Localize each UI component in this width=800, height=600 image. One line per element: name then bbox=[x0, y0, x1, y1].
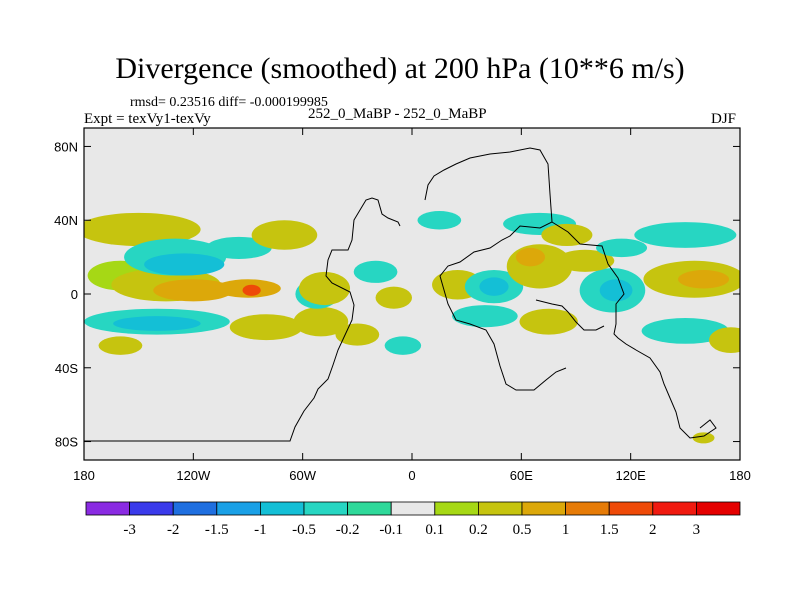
colorbar-swatch-11 bbox=[565, 501, 610, 516]
colorbar-swatch-12 bbox=[608, 501, 654, 516]
colorbar-swatch-10 bbox=[521, 501, 566, 516]
y-tick-label-0: 80N bbox=[54, 139, 78, 154]
colorbar-swatch-13 bbox=[652, 501, 697, 516]
colorbar-label-12: 2 bbox=[649, 522, 657, 538]
anomaly-region-8 bbox=[206, 236, 272, 259]
colorbar-swatch-5 bbox=[303, 501, 348, 516]
colorbar-label-3: -1 bbox=[254, 522, 267, 538]
anomaly-region-2 bbox=[153, 279, 234, 302]
colorbar-label-2: -1.5 bbox=[205, 522, 229, 538]
anomaly-region-22 bbox=[417, 211, 462, 230]
anomaly-region-33 bbox=[555, 249, 615, 272]
anomaly-region-17 bbox=[299, 271, 351, 306]
island-coastline bbox=[535, 299, 605, 331]
anomaly-region-5 bbox=[84, 212, 201, 247]
colorbar-swatch-14 bbox=[696, 501, 741, 516]
colorbar-label-4: -0.5 bbox=[292, 522, 316, 538]
y-tick-label-1: 40N bbox=[54, 213, 78, 228]
anomaly-region-30 bbox=[519, 308, 578, 335]
anomaly-region-35 bbox=[541, 223, 593, 247]
x-tick-label-5: 120E bbox=[615, 468, 646, 483]
colorbar-swatch-4 bbox=[259, 501, 305, 516]
colorbar-swatch-8 bbox=[434, 501, 479, 516]
season-label: DJF bbox=[711, 111, 737, 127]
colorbar-label-8: 0.2 bbox=[469, 522, 488, 538]
anomaly-region-14 bbox=[293, 306, 349, 337]
americas-coastline bbox=[84, 197, 401, 442]
anomaly-region-11 bbox=[113, 316, 201, 331]
colorbar-label-10: 1 bbox=[562, 522, 570, 538]
x-tick-label-1: 120W bbox=[176, 468, 211, 483]
colorbar-swatch-7 bbox=[390, 501, 436, 516]
anomaly-region-39 bbox=[641, 317, 730, 344]
colorbar-swatch-3 bbox=[216, 501, 261, 516]
y-tick-label-4: 80S bbox=[55, 435, 78, 450]
anomaly-region-26 bbox=[452, 305, 518, 328]
anomaly-region-18 bbox=[353, 260, 398, 283]
anomaly-region-40 bbox=[709, 327, 740, 354]
colorbar-swatch-9 bbox=[477, 501, 523, 516]
asia-coastline bbox=[551, 221, 717, 439]
x-tick-label-6: 180 bbox=[729, 468, 751, 483]
colorbar-swatch-0 bbox=[85, 501, 130, 516]
y-tick-label-2: 0 bbox=[71, 287, 78, 302]
africa-europe-coastline bbox=[424, 147, 567, 391]
chart-title: Divergence (smoothed) at 200 hPa (10**6 … bbox=[115, 52, 685, 85]
anomaly-region-13 bbox=[229, 314, 303, 341]
anomaly-region-34 bbox=[596, 238, 648, 258]
x-tick-label-0: 180 bbox=[73, 468, 95, 483]
anomaly-region-19 bbox=[375, 286, 412, 309]
colorbar-label-7: 0.1 bbox=[425, 522, 444, 538]
colorbar-label-9: 0.5 bbox=[513, 522, 532, 538]
anomaly-region-36 bbox=[634, 222, 737, 248]
colorbar-label-13: 3 bbox=[693, 522, 701, 538]
x-tick-label-4: 60E bbox=[510, 468, 533, 483]
colorbar-label-1: -2 bbox=[167, 522, 180, 538]
colorbar-swatch-2 bbox=[172, 501, 218, 516]
anomaly-region-7 bbox=[144, 253, 225, 276]
anomaly-region-9 bbox=[251, 220, 318, 250]
anomaly-region-41 bbox=[692, 432, 715, 444]
colorbar-label-0: -3 bbox=[123, 522, 136, 538]
anomaly-region-25 bbox=[479, 277, 509, 296]
anomaly-region-4 bbox=[242, 284, 261, 296]
colorbar-swatch-1 bbox=[129, 501, 174, 516]
experiment-label: Expt = texVy1-texVy bbox=[84, 111, 211, 127]
colorbar-label-5: -0.2 bbox=[336, 522, 360, 538]
anomaly-region-32 bbox=[599, 279, 633, 302]
x-tick-label-2: 60W bbox=[289, 468, 316, 483]
anomaly-region-21 bbox=[384, 336, 422, 355]
colorbar-label-6: -0.1 bbox=[379, 522, 403, 538]
y-tick-label-3: 40S bbox=[55, 361, 78, 376]
stats-line: rmsd= 0.23516 diff= -0.000199985 bbox=[130, 95, 328, 110]
anomaly-region-12 bbox=[98, 336, 143, 355]
anomaly-region-20 bbox=[335, 323, 380, 346]
colorbar-swatch-6 bbox=[347, 501, 392, 516]
x-tick-label-3: 0 bbox=[408, 468, 415, 483]
colorbar-label-11: 1.5 bbox=[600, 522, 619, 538]
anomaly-region-38 bbox=[678, 270, 730, 289]
anomaly-region-28 bbox=[515, 247, 546, 267]
case-label: 252_0_MaBP - 252_0_MaBP bbox=[308, 106, 487, 122]
